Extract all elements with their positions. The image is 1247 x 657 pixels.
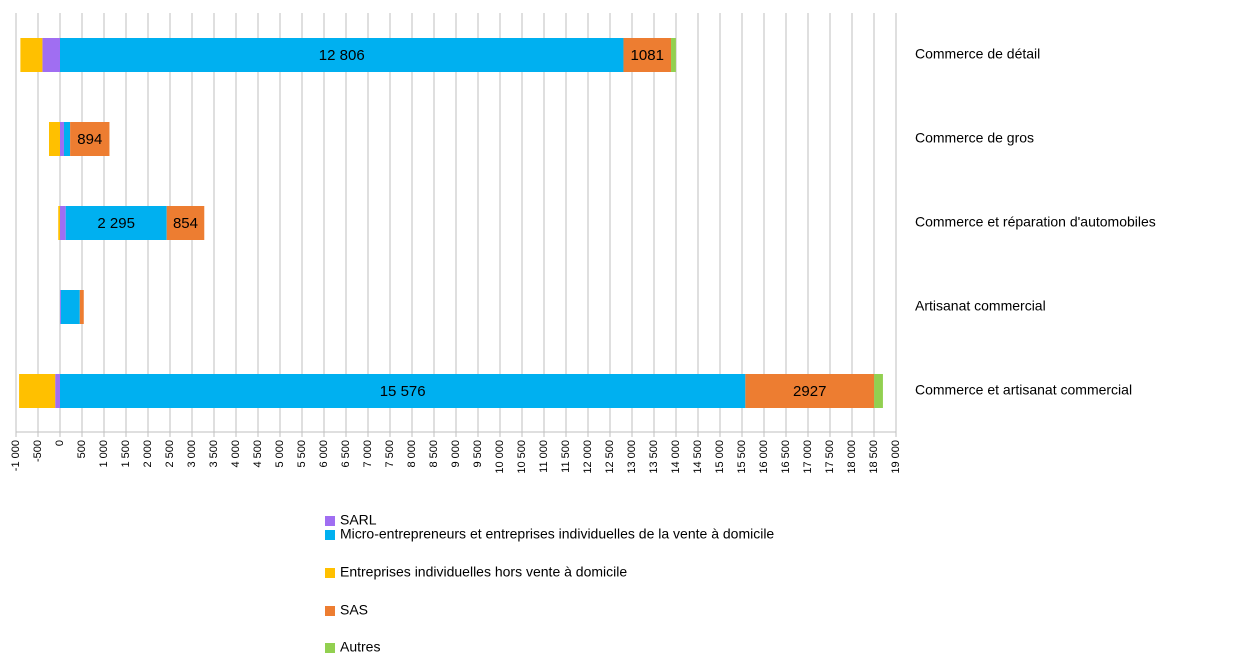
x-tick-label: 10 500 [516, 440, 528, 474]
x-tick-label: 7 500 [384, 440, 396, 468]
legend-label: Micro-entrepreneurs et entreprises indiv… [340, 526, 774, 542]
bar-segment [19, 374, 56, 408]
value-label: 2 295 [97, 215, 135, 232]
bar-segment [79, 290, 84, 324]
value-label: 2927 [793, 383, 826, 400]
x-tick-label: 10 000 [494, 440, 506, 474]
category-label: Commerce et artisanat commercial [915, 382, 1132, 398]
x-tick-label: 13 000 [626, 440, 638, 474]
legend-swatch [325, 530, 335, 540]
x-tick-label: 500 [76, 440, 88, 458]
x-tick-label: 2 000 [142, 440, 154, 468]
value-label: 12 806 [319, 47, 365, 64]
bar-segment [874, 374, 883, 408]
x-tick-label: 3 500 [208, 440, 220, 468]
legend-label: Entreprises individuelles hors vente à d… [340, 564, 627, 580]
x-tick-label: 18 500 [868, 440, 880, 474]
x-tick-label: 1 000 [98, 440, 110, 468]
bar-segment [65, 206, 167, 240]
x-tick-label: 0 [54, 440, 66, 446]
bar-segment [60, 374, 746, 408]
x-tick-label: 8 000 [406, 440, 418, 468]
bar-segment [58, 206, 60, 240]
legend-label: Autres [340, 639, 380, 655]
legend-swatch [325, 516, 335, 526]
x-tick-label: 1 500 [120, 440, 132, 468]
value-label: 854 [173, 215, 198, 232]
x-tick-label: 4 000 [230, 440, 242, 468]
bar-segment [623, 38, 672, 72]
x-tick-label: 15 500 [736, 440, 748, 474]
x-tick-label: 5 000 [274, 440, 286, 468]
category-label: Commerce de gros [915, 130, 1034, 146]
bar-segment [671, 38, 676, 72]
bar-segment [55, 374, 60, 408]
bar-segment [49, 122, 60, 156]
bar-segment [63, 122, 71, 156]
x-tick-label: 3 000 [186, 440, 198, 468]
x-tick-label: 14 000 [670, 440, 682, 474]
x-tick-label: 11 000 [538, 440, 550, 473]
x-tick-label: 7 000 [362, 440, 374, 468]
x-tick-label: 2 500 [164, 440, 176, 468]
x-tick-label: 14 500 [692, 440, 704, 474]
x-tick-label: 4 500 [252, 440, 264, 468]
x-tick-label: 5 500 [296, 440, 308, 468]
bar-segment [60, 290, 80, 324]
value-label: 894 [77, 131, 102, 148]
legend-swatch [325, 643, 335, 653]
bar-segment [60, 290, 61, 324]
x-tick-label: 9 000 [450, 440, 462, 468]
bar-segment [166, 206, 205, 240]
x-tick-label: -500 [32, 440, 44, 462]
x-tick-label: 16 500 [780, 440, 792, 474]
value-label: 1081 [631, 47, 664, 64]
x-tick-label: 11 500 [560, 440, 572, 473]
legend-label: SARL [340, 512, 377, 528]
x-tick-label: 17 000 [802, 440, 814, 474]
value-label: 15 576 [380, 383, 426, 400]
x-tick-label: 6 500 [340, 440, 352, 468]
x-tick-label: 9 500 [472, 440, 484, 468]
bar-segment [70, 122, 110, 156]
x-tick-label: 12 500 [604, 440, 616, 474]
legend-swatch [325, 568, 335, 578]
x-tick-label: 8 500 [428, 440, 440, 468]
category-label: Artisanat commercial [915, 298, 1046, 314]
category-label: Commerce et réparation d'automobiles [915, 214, 1156, 230]
bar-segment [20, 38, 43, 72]
bar-segment [60, 122, 64, 156]
x-tick-label: 15 000 [714, 440, 726, 474]
bar-segment [60, 206, 66, 240]
x-tick-label: 13 500 [648, 440, 660, 474]
x-tick-label: 12 000 [582, 440, 594, 474]
x-tick-label: 16 000 [758, 440, 770, 474]
x-tick-label: 6 000 [318, 440, 330, 468]
x-tick-label: 19 000 [890, 440, 902, 474]
bar-segment [60, 38, 624, 72]
x-tick-label: -1 000 [10, 440, 22, 471]
x-tick-label: 18 000 [846, 440, 858, 474]
legend-swatch [325, 606, 335, 616]
x-tick-label: 17 500 [824, 440, 836, 474]
legend-label: SAS [340, 602, 368, 618]
category-label: Commerce de détail [915, 46, 1040, 62]
bar-segment [745, 374, 875, 408]
bar-segment [42, 38, 60, 72]
